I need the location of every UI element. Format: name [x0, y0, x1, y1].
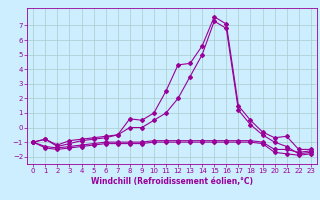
X-axis label: Windchill (Refroidissement éolien,°C): Windchill (Refroidissement éolien,°C) — [91, 177, 253, 186]
